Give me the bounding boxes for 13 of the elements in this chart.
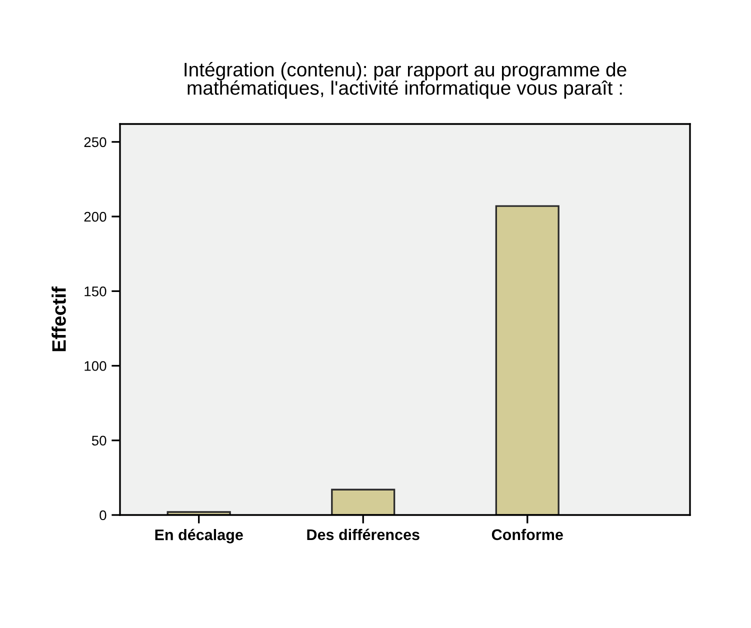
x-tick-label: Conforme: [492, 528, 563, 540]
y-tick-label: 200: [84, 212, 106, 222]
bar: [331, 488, 396, 515]
y-tick-label: 100: [84, 361, 106, 371]
x-tick-label: Des différences: [307, 528, 420, 540]
chart-title: Intégration (contenu): par rapport au programme de mathématiques, l'activité informatique vous paraît :: [184, 62, 626, 99]
y-tick-label: 50: [92, 436, 106, 446]
x-tick-label: En décalage: [155, 528, 243, 544]
y-tick-label: 0: [100, 510, 106, 520]
y-tick-label: 250: [84, 137, 106, 148]
y-axis-title: Effectif: [52, 286, 66, 352]
y-tick-label: 150: [84, 286, 106, 296]
bar: [495, 205, 560, 515]
